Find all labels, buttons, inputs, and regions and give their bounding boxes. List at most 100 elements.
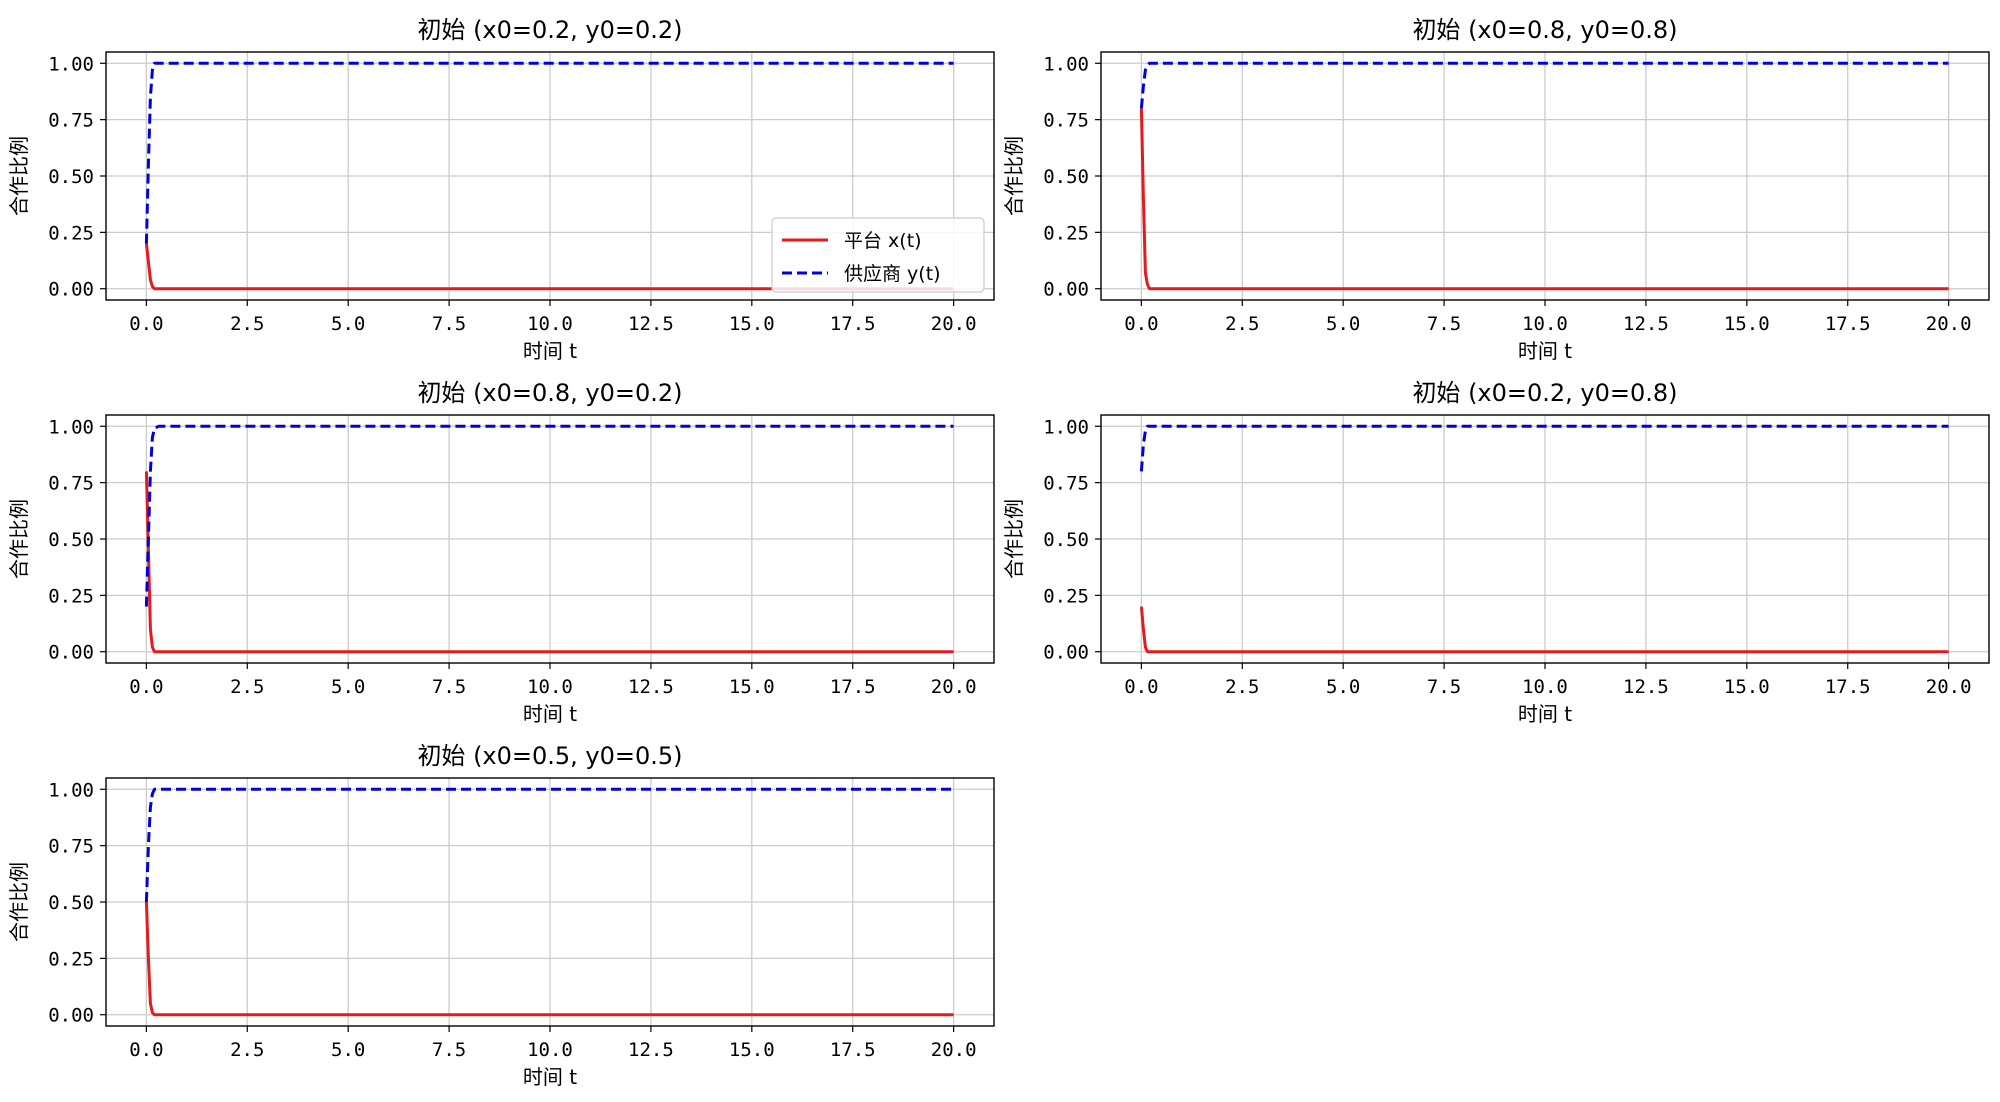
x-tick-label: 10.0 <box>527 676 573 698</box>
series-line-supplier <box>144 61 954 244</box>
y-tick-label: 0.50 <box>48 166 94 188</box>
y-tick-label: 0.75 <box>48 836 94 858</box>
axes-frame <box>1100 51 1990 301</box>
y-axis-label: 合作比例 <box>7 136 31 216</box>
x-axis-label: 时间 t <box>523 702 577 726</box>
x-tick-label: 10.0 <box>1522 313 1568 335</box>
x-tick-label: 0.0 <box>129 1039 163 1061</box>
chart-panel-5: 0.0 2.5 5.0 7.5 10.0 12.5 15.0 17.5 20.0 0.00 0.25… <box>7 742 995 1089</box>
axes-frame <box>1100 414 1990 664</box>
x-tick-label: 5.0 <box>1326 676 1360 698</box>
chart-panel-4: 0.0 2.5 5.0 7.5 10.0 12.5 15.0 17.5 20.0 0.00 0.25… <box>1002 379 1990 726</box>
x-axis-label: 时间 t <box>1518 339 1572 363</box>
chart-title: 初始 (x0=0.2, y0=0.2) <box>417 16 682 44</box>
series-line-platform <box>144 243 954 291</box>
x-tick-label: 12.5 <box>628 676 674 698</box>
y-tick-label: 0.50 <box>48 892 94 914</box>
x-axis-label: 时间 t <box>523 339 577 363</box>
series-line-supplier <box>1139 424 1949 472</box>
x-tick-label: 5.0 <box>331 1039 365 1061</box>
y-tick-label: 0.50 <box>48 529 94 551</box>
x-tick-label: 12.5 <box>1623 313 1669 335</box>
chart-panel-2: 0.0 2.5 5.0 7.5 10.0 12.5 15.0 17.5 20.0 0.00 0.25… <box>1002 16 1990 363</box>
y-tick-label: 0.25 <box>48 948 94 970</box>
chart-panel-3: 0.0 2.5 5.0 7.5 10.0 12.5 15.0 17.5 20.0 0.00 0.25… <box>7 379 995 726</box>
x-tick-label: 10.0 <box>527 313 573 335</box>
x-axis-label: 时间 t <box>1518 702 1572 726</box>
x-tick-label: 17.5 <box>830 1039 876 1061</box>
y-tick-label: 0.00 <box>1043 279 1089 301</box>
x-tick-label: 2.5 <box>230 313 264 335</box>
x-axis-label: 时间 t <box>523 1065 577 1089</box>
y-tick-label: 1.00 <box>48 416 94 438</box>
y-tick-label: 1.00 <box>48 53 94 75</box>
x-tick-label: 20.0 <box>1926 313 1972 335</box>
x-tick-label: 15.0 <box>729 313 775 335</box>
y-tick-label: 0.75 <box>48 473 94 495</box>
x-tick-label: 15.0 <box>1724 313 1770 335</box>
y-tick-label: 0.50 <box>1043 529 1089 551</box>
chart-panel-1: 0.0 2.5 5.0 7.5 10.0 12.5 15.0 17.5 20.0 0.00 0.25… <box>7 16 995 363</box>
y-axis-label: 合作比例 <box>7 499 31 579</box>
y-axis-label: 合作比例 <box>1002 499 1026 579</box>
x-tick-label: 12.5 <box>1623 676 1669 698</box>
y-tick-label: 0.00 <box>48 279 94 301</box>
y-tick-label: 1.00 <box>1043 53 1089 75</box>
x-tick-label: 2.5 <box>1225 313 1259 335</box>
x-tick-label: 7.5 <box>432 1039 466 1061</box>
y-tick-label: 1.00 <box>1043 416 1089 438</box>
y-tick-label: 0.75 <box>48 110 94 132</box>
axes-frame <box>105 777 995 1027</box>
legend-box <box>771 217 985 293</box>
legend-label: 供应商 y(t) <box>844 263 941 285</box>
x-tick-label: 12.5 <box>628 1039 674 1061</box>
x-tick-label: 2.5 <box>230 676 264 698</box>
x-tick-label: 7.5 <box>432 313 466 335</box>
x-tick-label: 7.5 <box>432 676 466 698</box>
x-tick-label: 10.0 <box>1522 676 1568 698</box>
x-tick-label: 15.0 <box>729 676 775 698</box>
series-line-platform <box>1139 108 1949 291</box>
y-tick-label: 0.00 <box>48 1005 94 1027</box>
y-tick-label: 0.25 <box>48 585 94 607</box>
y-axis-label: 合作比例 <box>7 862 31 942</box>
x-tick-label: 2.5 <box>1225 676 1259 698</box>
x-tick-label: 15.0 <box>1724 676 1770 698</box>
x-tick-label: 0.0 <box>129 676 163 698</box>
x-tick-label: 17.5 <box>1825 313 1871 335</box>
x-tick-label: 17.5 <box>830 313 876 335</box>
series-line-supplier <box>144 787 954 903</box>
y-tick-label: 0.00 <box>1043 642 1089 664</box>
y-axis-label: 合作比例 <box>1002 136 1026 216</box>
x-tick-label: 5.0 <box>331 313 365 335</box>
axes-frame <box>105 414 995 664</box>
x-tick-label: 20.0 <box>1926 676 1972 698</box>
chart-title: 初始 (x0=0.2, y0=0.8) <box>1412 379 1677 407</box>
chart-title: 初始 (x0=0.8, y0=0.2) <box>417 379 682 407</box>
y-tick-label: 0.75 <box>1043 473 1089 495</box>
series-line-supplier <box>1139 61 1949 109</box>
x-tick-label: 0.0 <box>129 313 163 335</box>
y-tick-label: 0.25 <box>1043 585 1089 607</box>
legend-label: 平台 x(t) <box>844 230 922 252</box>
x-tick-label: 17.5 <box>830 676 876 698</box>
x-tick-label: 15.0 <box>729 1039 775 1061</box>
y-tick-label: 0.75 <box>1043 110 1089 132</box>
series-line-supplier <box>144 424 954 607</box>
legend: 平台 x(t) 供应商 y(t) <box>771 217 985 293</box>
axes-frame <box>105 51 995 301</box>
x-tick-label: 5.0 <box>1326 313 1360 335</box>
x-tick-label: 20.0 <box>931 1039 977 1061</box>
chart-title: 初始 (x0=0.8, y0=0.8) <box>1412 16 1677 44</box>
y-tick-label: 0.00 <box>48 642 94 664</box>
y-tick-label: 0.50 <box>1043 166 1089 188</box>
y-tick-label: 0.25 <box>1043 222 1089 244</box>
x-tick-label: 5.0 <box>331 676 365 698</box>
x-tick-label: 20.0 <box>931 676 977 698</box>
x-tick-label: 2.5 <box>230 1039 264 1061</box>
series-line-platform <box>144 901 954 1017</box>
series-line-platform <box>1139 606 1949 654</box>
x-tick-label: 20.0 <box>931 313 977 335</box>
x-tick-label: 0.0 <box>1124 676 1158 698</box>
